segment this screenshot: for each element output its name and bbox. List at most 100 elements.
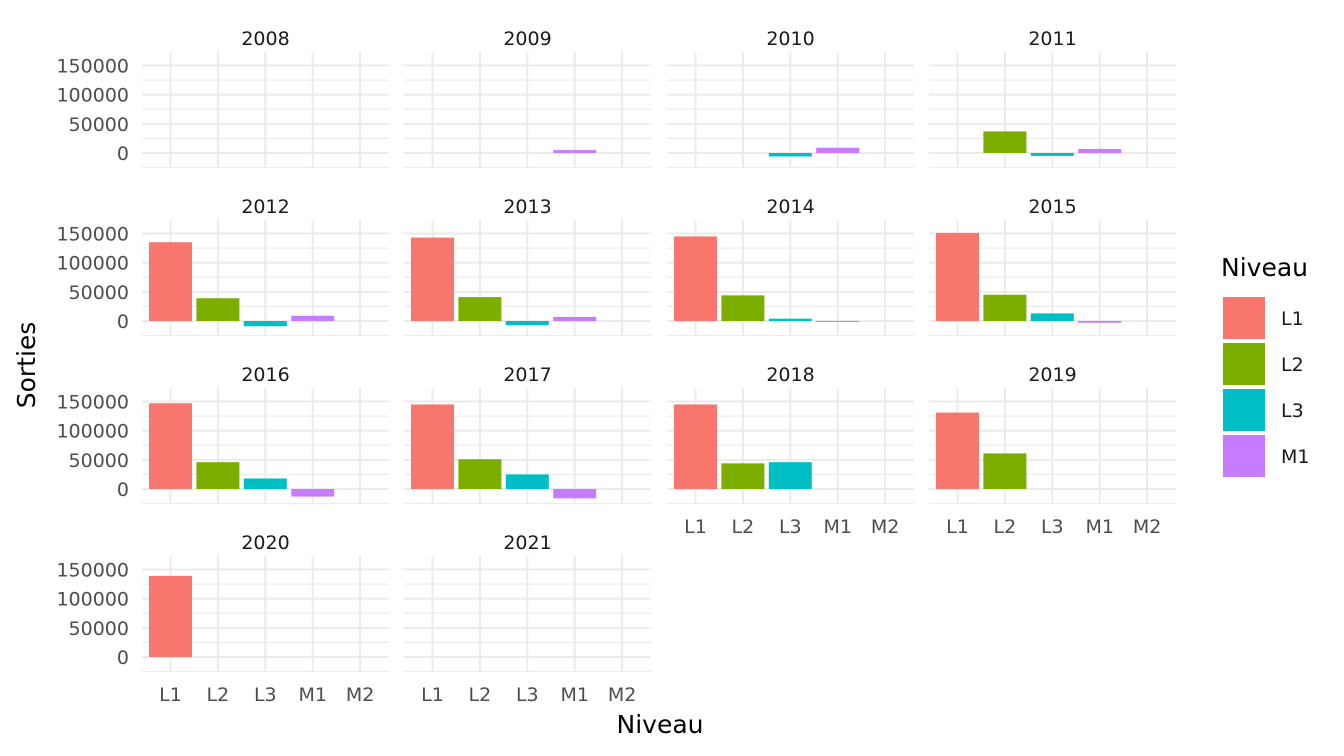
- bar-L1: [936, 232, 979, 321]
- bar-L2: [983, 294, 1027, 321]
- bar-L1: [149, 575, 192, 657]
- y-tick-label: 150000: [56, 224, 129, 246]
- y-tick-label: 150000: [56, 392, 129, 414]
- y-tick-label: 100000: [56, 589, 129, 611]
- y-tick-label: 50000: [69, 114, 129, 136]
- y-tick-label: 150000: [56, 560, 129, 582]
- bar-M1: [553, 489, 597, 499]
- y-tick-label: 0: [117, 479, 129, 501]
- y-tick-label: 0: [117, 647, 129, 669]
- bar-M1: [291, 489, 335, 497]
- legend: Niveau L1 L2 L3 M1: [1221, 253, 1309, 477]
- bar-M1: [1078, 148, 1122, 153]
- y-tick-label: 50000: [69, 618, 129, 640]
- facet-panel-2015: 2015: [929, 196, 1176, 337]
- x-tick-label: L2: [994, 516, 1017, 538]
- bar-L1: [674, 404, 717, 489]
- facet-title: 2015: [1028, 196, 1076, 218]
- legend-label: L1: [1281, 308, 1304, 330]
- legend-swatch-L1: [1223, 297, 1265, 339]
- x-tick-label: M1: [560, 684, 588, 706]
- x-axis-title: Niveau: [617, 710, 704, 739]
- x-tick-label: L2: [207, 684, 230, 706]
- legend-title: Niveau: [1221, 253, 1308, 282]
- bar-L1: [411, 404, 454, 489]
- legend-label: L3: [1281, 400, 1304, 422]
- x-tick-label: L2: [469, 684, 492, 706]
- x-tick-label: M2: [346, 684, 374, 706]
- facet-title: 2010: [766, 28, 814, 50]
- bar-L1: [149, 403, 192, 489]
- legend-label: L2: [1281, 354, 1304, 376]
- y-axis-title: Sorties: [12, 322, 41, 409]
- facet-panel-2011: 2011: [929, 28, 1176, 169]
- bar-L2: [721, 295, 765, 321]
- facet-panel-2014: 2014: [667, 196, 914, 337]
- facet-title: 2014: [766, 196, 814, 218]
- bar-L3: [505, 321, 549, 326]
- bar-L3: [768, 462, 812, 489]
- x-tick-label: L2: [732, 516, 755, 538]
- bar-L3: [505, 474, 549, 489]
- x-tick-label: L3: [516, 684, 539, 706]
- x-tick-label: L1: [159, 684, 182, 706]
- facet-title: 2011: [1028, 28, 1076, 50]
- bar-M1: [1078, 321, 1122, 323]
- x-tick-label: M1: [298, 684, 326, 706]
- bar-M1: [291, 315, 335, 321]
- y-tick-label: 100000: [56, 421, 129, 443]
- y-tick-label: 100000: [56, 85, 129, 107]
- x-tick-label: M2: [871, 516, 899, 538]
- facet-title: 2009: [503, 28, 551, 50]
- facet-title: 2020: [241, 532, 289, 554]
- bar-M1: [553, 316, 597, 321]
- bar-L1: [411, 237, 454, 321]
- facet-panel-2021: 2021 L1 L2 L3 M1 M2: [404, 532, 651, 706]
- x-tick-label: M2: [608, 684, 636, 706]
- facet-panel-2016: 2016 0 50000 100000 150000: [56, 364, 389, 505]
- bar-L3: [768, 153, 812, 157]
- legend-swatch-M1: [1223, 435, 1265, 477]
- facet-title: 2017: [503, 364, 551, 386]
- x-tick-label: L3: [1041, 516, 1064, 538]
- bar-L3: [243, 478, 287, 489]
- bar-L3: [768, 318, 812, 321]
- facet-panel-2012: 2012 0 50000 100000 150000: [56, 196, 389, 337]
- facet-title: 2021: [503, 532, 551, 554]
- facet-panel-2019: 2019 L1 L2 L3 M1 M2: [929, 364, 1176, 538]
- y-tick-label: 150000: [56, 56, 129, 78]
- facet-panel-2020: 2020 0 50000 100000 150000 L1 L2 L3 M1 M2: [56, 532, 389, 706]
- legend-swatch-L2: [1223, 343, 1265, 385]
- y-tick-label: 0: [117, 311, 129, 333]
- y-tick-label: 50000: [69, 450, 129, 472]
- facet-title: 2019: [1028, 364, 1076, 386]
- x-tick-label: L1: [684, 516, 707, 538]
- bar-L2: [196, 462, 240, 489]
- facet-title: 2018: [766, 364, 814, 386]
- bar-L2: [983, 453, 1027, 489]
- facet-panel-2018: 2018 L1 L2 L3 M1 M2: [667, 364, 914, 538]
- x-tick-label: L3: [779, 516, 802, 538]
- facet-panel-2009: 2009: [404, 28, 651, 169]
- bar-L2: [196, 298, 240, 321]
- bar-L1: [149, 242, 192, 321]
- bar-L2: [721, 463, 765, 489]
- x-tick-label: M1: [1085, 516, 1113, 538]
- bar-L3: [1030, 153, 1074, 156]
- bar-L1: [936, 412, 979, 489]
- x-tick-label: L1: [946, 516, 969, 538]
- y-tick-label: 100000: [56, 253, 129, 275]
- bar-L1: [674, 236, 717, 321]
- bar-M1: [553, 150, 597, 153]
- facet-title: 2008: [241, 28, 289, 50]
- facet-panels: 2008 0 50000 100000 150000 2009 2010 2011 2012 0 5…: [56, 28, 1176, 706]
- bar-M1: [816, 321, 860, 322]
- x-tick-label: L1: [421, 684, 444, 706]
- x-tick-label: L3: [254, 684, 277, 706]
- facet-panel-2017: 2017: [404, 364, 651, 505]
- bar-M1: [816, 147, 860, 153]
- x-tick-label: M2: [1133, 516, 1161, 538]
- legend-swatch-L3: [1223, 389, 1265, 431]
- x-tick-label: M1: [823, 516, 851, 538]
